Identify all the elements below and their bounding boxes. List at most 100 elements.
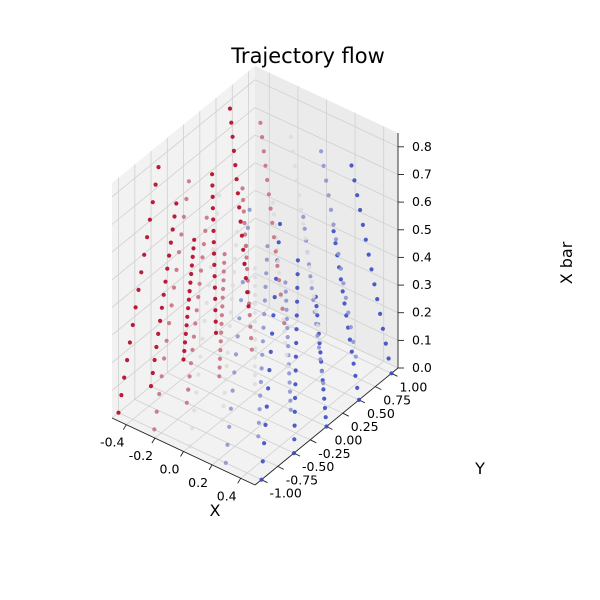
data-point — [321, 387, 326, 392]
data-point — [292, 423, 297, 428]
data-point — [266, 386, 271, 391]
data-point — [252, 355, 258, 360]
grid-line-z-right — [254, 79, 399, 148]
y-tick-label: 0.25 — [351, 419, 379, 434]
data-point — [276, 259, 281, 264]
data-point — [202, 318, 207, 323]
data-point — [223, 460, 228, 465]
data-point — [197, 281, 202, 286]
data-point — [190, 347, 195, 352]
data-point — [122, 375, 127, 380]
data-point — [211, 251, 217, 256]
data-point — [307, 265, 312, 270]
data-point — [252, 310, 258, 315]
data-point — [342, 301, 347, 306]
data-point — [351, 361, 356, 366]
data-point — [212, 274, 217, 279]
data-point — [154, 344, 159, 350]
data-point — [204, 215, 209, 220]
data-point — [218, 339, 223, 344]
data-point — [270, 200, 275, 205]
data-point — [378, 311, 383, 316]
data-point — [273, 249, 278, 254]
data-point — [252, 337, 258, 342]
data-point — [277, 221, 283, 227]
data-point — [247, 207, 252, 212]
data-point — [159, 305, 164, 310]
data-point — [323, 415, 328, 420]
data-point — [380, 326, 385, 331]
data-point — [229, 296, 234, 302]
data-point — [302, 226, 307, 231]
data-point — [292, 409, 297, 414]
data-point — [360, 222, 365, 227]
data-point — [167, 253, 172, 258]
data-point — [194, 308, 199, 313]
data-point — [264, 257, 269, 262]
data-point — [288, 407, 293, 412]
data-point — [317, 337, 323, 342]
data-point — [283, 340, 288, 346]
data-point — [271, 235, 277, 240]
data-point — [217, 374, 222, 379]
data-point — [221, 278, 226, 283]
data-point — [210, 247, 216, 252]
data-point — [212, 262, 217, 267]
data-point — [167, 321, 172, 326]
data-point — [256, 420, 261, 425]
y-tick-label: -1.00 — [270, 486, 302, 501]
data-point — [353, 373, 358, 378]
data-point — [145, 235, 150, 240]
grid-line-z-right — [254, 245, 399, 314]
data-point — [247, 313, 252, 318]
data-point — [321, 163, 326, 168]
data-point — [338, 277, 343, 282]
data-point — [211, 240, 216, 245]
data-point — [318, 350, 323, 355]
data-point — [270, 220, 275, 225]
data-point — [299, 207, 304, 212]
data-point — [287, 380, 292, 385]
data-point — [264, 271, 269, 276]
data-point — [186, 306, 191, 311]
data-point — [239, 298, 244, 303]
data-point — [187, 289, 192, 294]
data-point — [237, 205, 242, 210]
data-point — [285, 364, 290, 369]
data-point — [221, 286, 226, 292]
data-point — [282, 329, 287, 334]
data-point — [293, 395, 298, 401]
data-point — [188, 280, 193, 285]
data-point — [262, 441, 267, 446]
scatter-points — [116, 106, 394, 482]
data-point — [260, 352, 265, 357]
data-point — [220, 295, 225, 300]
data-point — [293, 368, 298, 373]
x-tick-mark — [208, 464, 213, 471]
data-point — [261, 149, 266, 154]
data-point — [241, 209, 246, 214]
data-point — [294, 313, 299, 318]
data-point — [243, 232, 248, 237]
data-point — [347, 337, 352, 342]
data-point — [260, 459, 265, 464]
data-point — [293, 354, 298, 359]
x-tick-mark — [180, 451, 184, 457]
data-point — [220, 417, 225, 422]
data-point — [235, 191, 240, 196]
data-point — [225, 350, 230, 355]
data-point — [338, 266, 343, 271]
data-point — [192, 408, 197, 413]
z-tick-label: 0.3 — [412, 277, 432, 292]
y-tick-label: -0.75 — [286, 472, 318, 487]
data-point — [172, 214, 177, 219]
data-point — [249, 336, 254, 341]
data-point — [157, 391, 162, 397]
data-point — [168, 240, 173, 245]
data-point — [218, 348, 223, 353]
data-point — [217, 356, 223, 361]
data-point — [322, 396, 327, 401]
data-point — [252, 301, 258, 306]
data-point — [252, 319, 258, 324]
data-point — [189, 271, 194, 277]
